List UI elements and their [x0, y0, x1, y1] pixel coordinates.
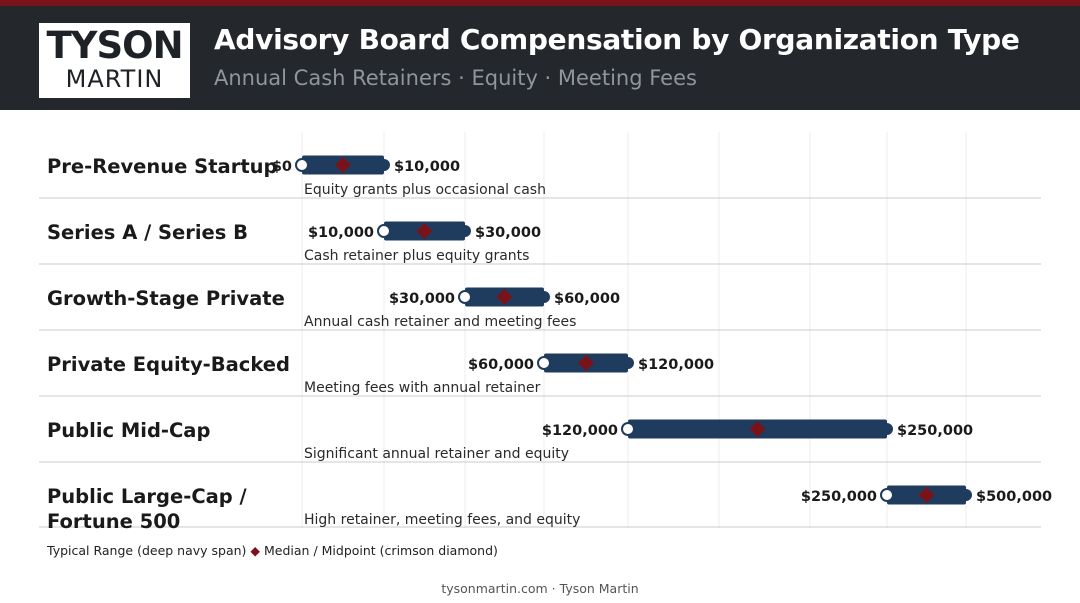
row-description: High retainer, meeting fees, and equity — [304, 512, 580, 528]
brand-logo: TYSON MARTIN — [39, 23, 190, 98]
range-high-marker — [459, 225, 471, 237]
median-diamond — [578, 355, 594, 371]
range-low-label: $60,000 — [468, 357, 534, 373]
footer-separator: · — [551, 581, 556, 596]
median-diamond — [918, 487, 935, 503]
legend-diamond-icon: ◆ — [250, 543, 261, 558]
range-low-label: $30,000 — [389, 291, 455, 307]
range-high-label: $30,000 — [475, 225, 541, 241]
legend-range-label: Typical Range (deep navy span) — [47, 543, 247, 558]
range-high-marker — [960, 489, 972, 501]
median-diamond — [416, 223, 433, 239]
category-label: Series A / Series B — [47, 221, 248, 244]
range-low-marker — [377, 224, 391, 238]
range-high-label: $60,000 — [554, 291, 620, 307]
row-description: Cash retainer plus equity grants — [304, 248, 529, 264]
range-high-marker — [378, 159, 390, 171]
range-low-label: $250,000 — [801, 489, 877, 505]
footer-site: tysonmartin.com — [441, 581, 548, 596]
category-label: Private Equity-Backed — [47, 353, 290, 376]
range-low-marker — [621, 422, 635, 436]
category-label: Pre-Revenue Startup — [47, 155, 278, 178]
range-chart: Pre-Revenue Startup$0 $10,000 Equity grant… — [39, 132, 1052, 533]
row-description: Annual cash retainer and meeting fees — [304, 314, 576, 330]
page-subtitle: Annual Cash Retainers · Equity · Meeting… — [214, 66, 697, 90]
range-low-marker — [880, 488, 894, 502]
row-description: Meeting fees with annual retainer — [304, 380, 541, 396]
median-diamond — [496, 289, 513, 305]
range-high-label: $500,000 — [976, 489, 1052, 505]
category-label: Public Mid-Cap — [47, 419, 210, 442]
category-label: Public Large-Cap / Fortune 500 — [47, 485, 248, 533]
range-high-label: $120,000 — [638, 357, 714, 373]
header-banner: TYSON MARTIN Advisory Board Compensation… — [0, 6, 1080, 110]
range-high-marker — [881, 423, 893, 435]
legend-median-label: Median / Midpoint (crimson diamond) — [264, 543, 498, 558]
range-high-marker — [622, 357, 634, 369]
chart-legend: Typical Range (deep navy span) ◆ Median … — [47, 543, 498, 558]
range-high-label: $250,000 — [897, 423, 973, 439]
range-low-marker — [295, 158, 309, 172]
row-description: Equity grants plus occasional cash — [304, 182, 546, 198]
logo-bottom-text: MARTIN — [65, 65, 164, 93]
range-low-label: $0 — [272, 159, 292, 175]
footer: tysonmartin.com · Tyson Martin — [0, 581, 1080, 596]
range-low-marker — [458, 290, 472, 304]
range-low-label: $120,000 — [542, 423, 618, 439]
category-label: Growth-Stage Private — [47, 287, 285, 310]
logo-top-text: TYSON — [46, 24, 183, 67]
range-high-marker — [538, 291, 550, 303]
footer-author: Tyson Martin — [559, 581, 639, 596]
row-description: Significant annual retainer and equity — [304, 446, 569, 462]
range-high-label: $10,000 — [394, 159, 460, 175]
page-title: Advisory Board Compensation by Organizat… — [214, 23, 1020, 56]
range-low-marker — [537, 356, 551, 370]
range-low-label: $10,000 — [308, 225, 374, 241]
median-diamond — [749, 421, 766, 437]
accent-top-bar — [0, 0, 1080, 6]
median-diamond — [335, 157, 351, 173]
